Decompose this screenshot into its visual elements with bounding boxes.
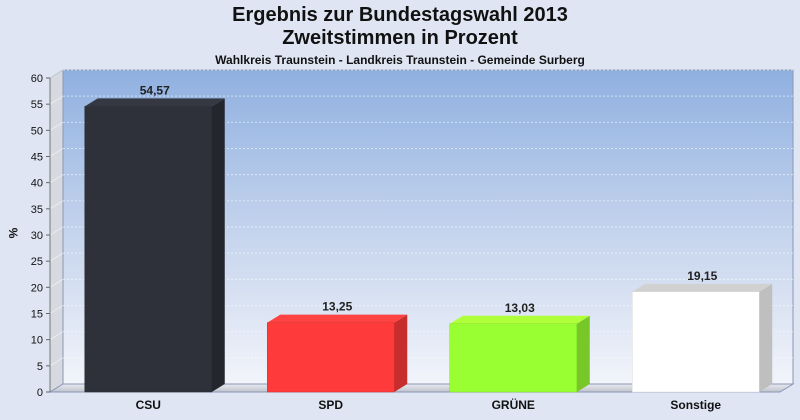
y-tick-label: 40 [31, 178, 43, 190]
chart-title: Ergebnis zur Bundestagswahl 2013 Zweitst… [0, 4, 800, 50]
y-tick-label: 5 [37, 361, 43, 373]
bar-csu [84, 106, 212, 393]
y-tick-label: 10 [31, 335, 43, 347]
bar-side-csu [211, 98, 225, 393]
gridline-side [49, 121, 64, 131]
x-tick-label: GRÜNE [492, 397, 535, 412]
gridline-side [49, 331, 64, 341]
gridline-side [49, 226, 64, 236]
bar-side-grüne [576, 315, 590, 392]
data-label: 19,15 [687, 269, 717, 283]
bar-spd [267, 322, 395, 393]
y-tick-label: 35 [31, 204, 43, 216]
y-tick-label: 60 [31, 73, 43, 85]
gridline-side [49, 357, 64, 367]
gridline-side [49, 69, 64, 79]
y-tick-label: 45 [31, 152, 43, 164]
data-label: 13,03 [505, 301, 535, 315]
x-tick-label: SPD [318, 398, 343, 412]
bar-sonstige [632, 291, 760, 393]
chart-title-line-2: Zweitstimmen in Prozent [282, 27, 518, 49]
y-tick-label: 25 [31, 256, 43, 268]
bar-top-csu [84, 98, 225, 107]
y-tick-label: 20 [31, 282, 43, 294]
y-tick-label: 30 [31, 230, 43, 242]
data-label: 54,57 [140, 83, 170, 97]
bar-side-spd [394, 314, 408, 392]
bar-side-sonstige [759, 283, 773, 392]
gridline-side [49, 174, 64, 184]
gridline-side [49, 200, 64, 210]
gridline-side [49, 252, 64, 262]
y-tick-label: 55 [31, 99, 43, 111]
data-label: 13,25 [322, 300, 352, 314]
chart-subtitle: Wahlkreis Traunstein - Landkreis Traunst… [215, 53, 585, 67]
bar-top-grüne [449, 315, 590, 324]
y-tick-label: 15 [31, 309, 43, 321]
y-tick-label: 50 [31, 125, 43, 137]
bar-grüne [449, 323, 577, 393]
x-tick-label: CSU [136, 398, 161, 412]
y-tick-label: 0 [37, 387, 43, 399]
chart-title-line-1: Ergebnis zur Bundestagswahl 2013 [232, 4, 568, 26]
gridline-side [49, 278, 64, 288]
bar-top-sonstige [632, 283, 773, 292]
x-tick-label: Sonstige [670, 398, 721, 412]
gridline-side [49, 95, 64, 105]
gridline-side [49, 305, 64, 314]
bar-top-spd [267, 314, 408, 323]
gridline-side [49, 148, 64, 157]
